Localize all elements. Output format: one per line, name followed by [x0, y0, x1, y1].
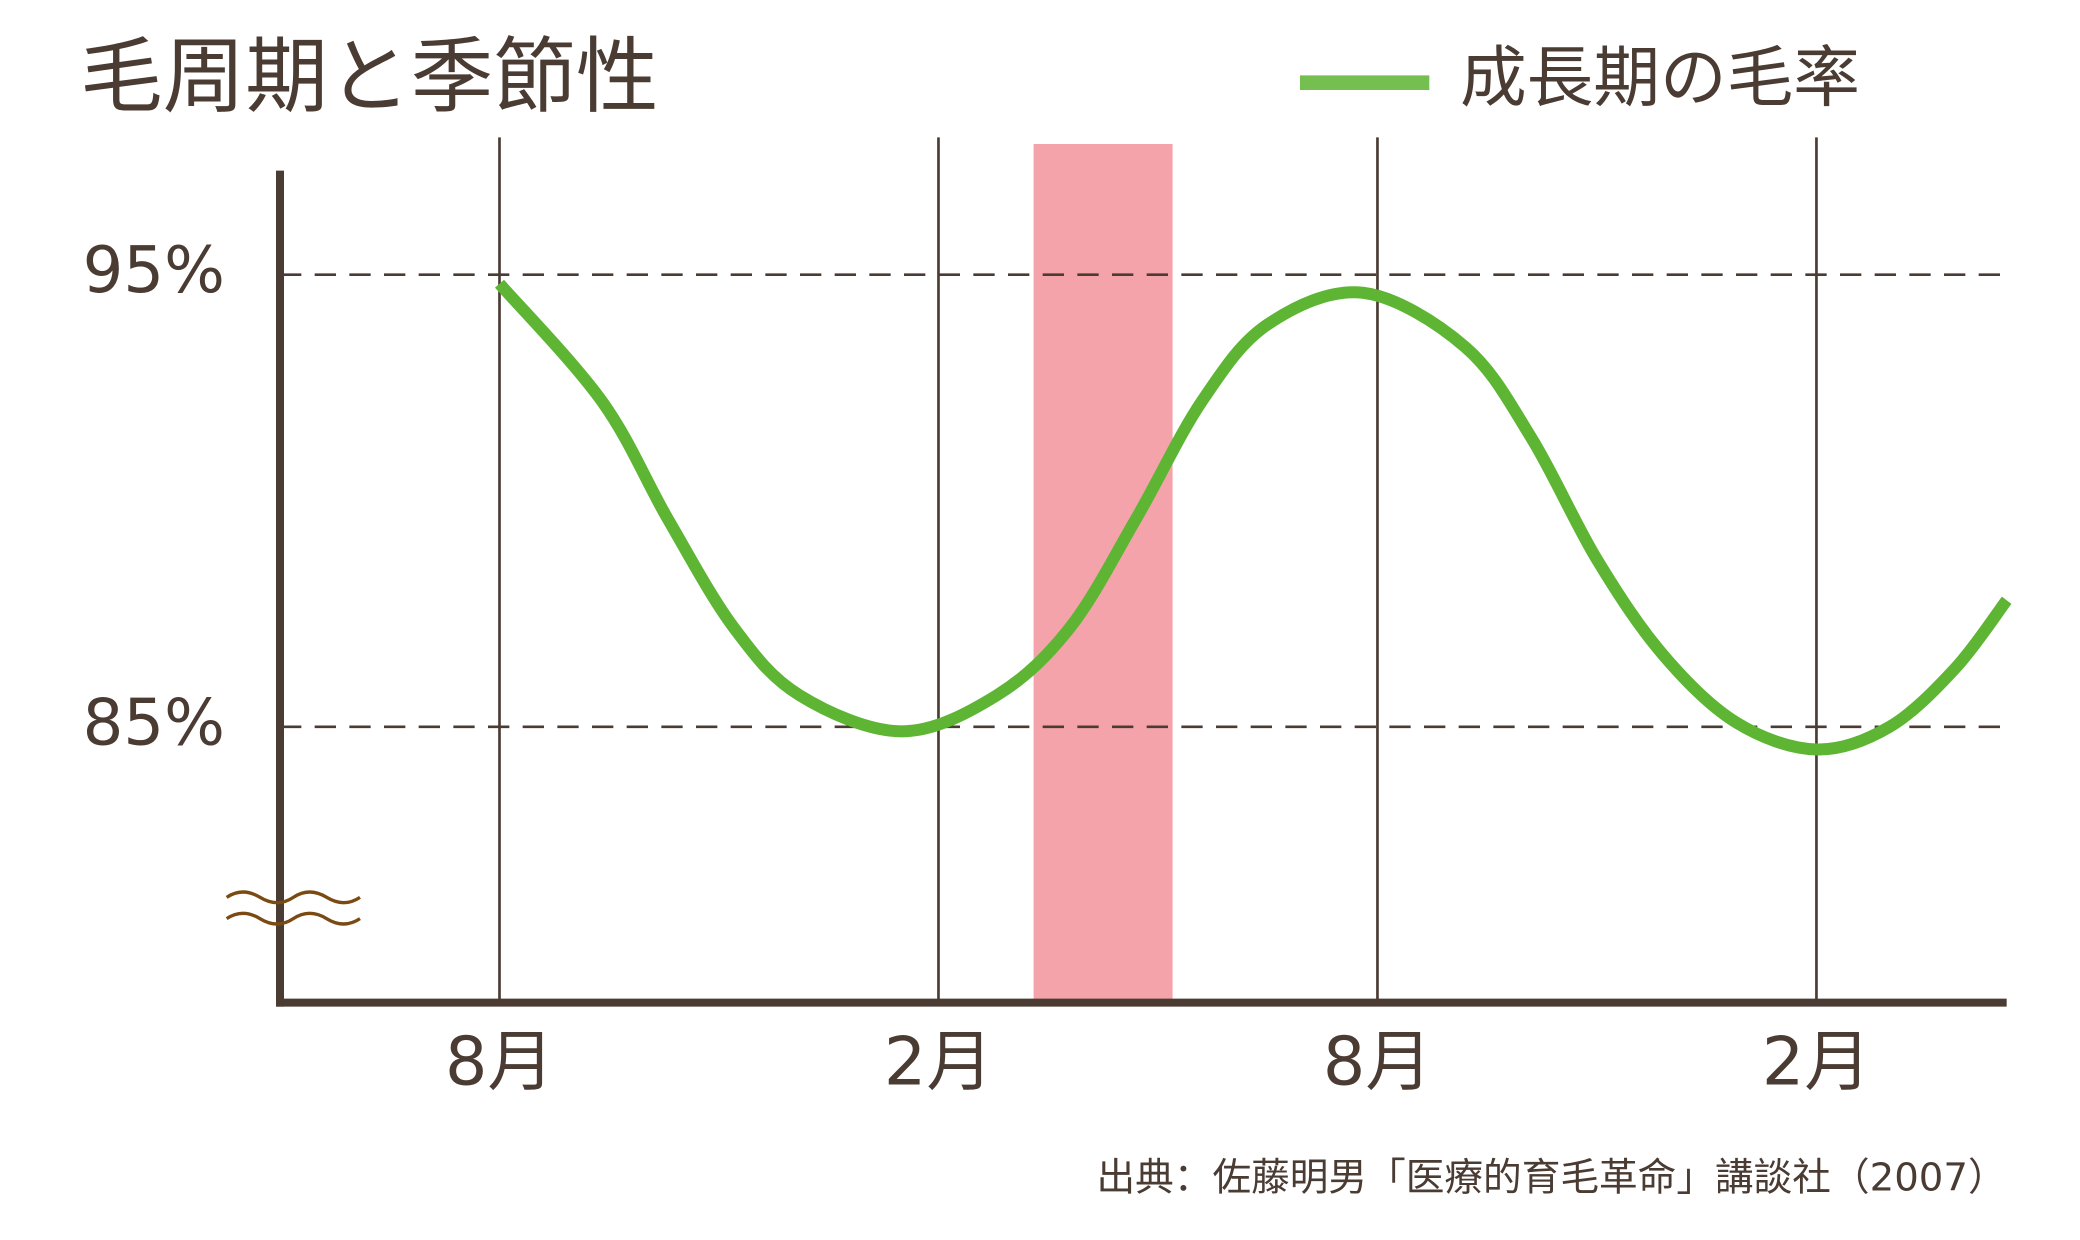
axis-break [225, 890, 361, 926]
x-tick-label: 8月 [445, 1023, 554, 1101]
y-tick-label: 85% [83, 686, 225, 760]
x-tick-label: 2月 [1762, 1023, 1871, 1101]
source: 出典：佐藤明男「医療的育毛革命」講談社（2007） [1096, 1156, 2006, 1201]
chart-title: 毛周期と季節性 [80, 29, 659, 125]
data-line [494, 279, 2012, 756]
legend-label: 成長期の毛率 [1460, 39, 1860, 117]
y-tick-label: 95% [83, 234, 225, 308]
x-tick-label: 8月 [1323, 1023, 1432, 1101]
plot: 8月 2月 8月 2月 95% 85% [83, 137, 2012, 1101]
x-tick-label: 2月 [884, 1023, 993, 1101]
